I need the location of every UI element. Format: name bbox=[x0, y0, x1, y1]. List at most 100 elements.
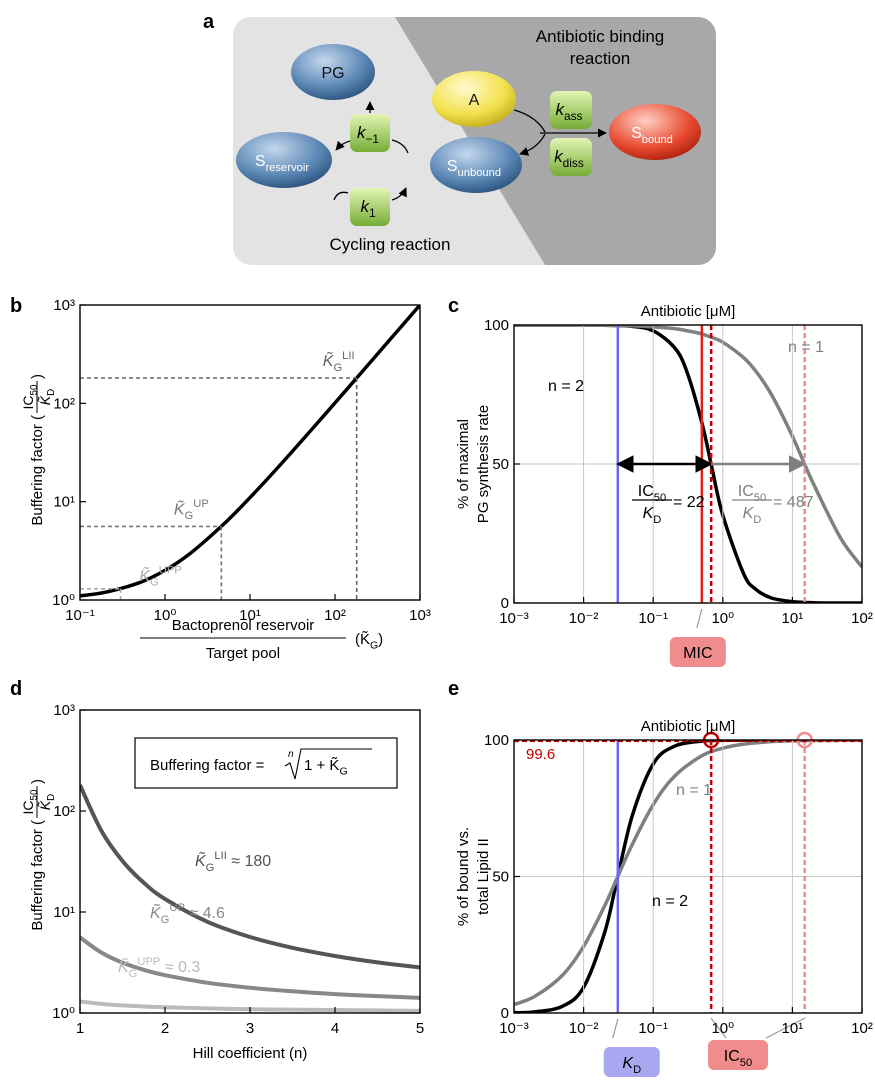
x-tick-label-part: 10⁻³ bbox=[499, 1020, 529, 1037]
y-axis-label-line: % of bound vs. bbox=[455, 827, 472, 926]
y-axis-label-den-part: D bbox=[46, 794, 57, 801]
node bbox=[430, 137, 522, 193]
x-tick-label: 10¹ bbox=[782, 610, 804, 627]
ratio-num: IC50 bbox=[738, 483, 766, 504]
x-tick-label-part: 1 bbox=[76, 1020, 84, 1037]
x-axis-label-part: Hill coefficient (n) bbox=[193, 1045, 308, 1062]
ratio-den-part: D bbox=[753, 514, 761, 526]
x-tick-label: 4 bbox=[331, 1020, 339, 1037]
y-axis-label-text-part: Buffering factor ( bbox=[29, 820, 46, 931]
y-tick-label: 100 bbox=[484, 317, 509, 334]
x-tick-label-part: 3 bbox=[246, 1020, 254, 1037]
ratio-value: = 22 bbox=[673, 494, 705, 511]
x-tick-label: 10⁻³ bbox=[499, 610, 529, 627]
formula-radicand-part: G bbox=[339, 766, 347, 778]
series-label-part: UP bbox=[169, 902, 185, 914]
formula-text: Buffering factor = bbox=[150, 757, 265, 774]
chart bbox=[80, 305, 420, 638]
y-tick-label: 50 bbox=[492, 456, 509, 473]
x-tick-label-part: 10¹ bbox=[782, 1020, 804, 1037]
node-label-part: A bbox=[469, 92, 480, 109]
panel-label: b bbox=[10, 295, 22, 317]
series-label-part: LII bbox=[214, 850, 226, 862]
x-tick-label: 1 bbox=[76, 1020, 84, 1037]
x-tick-label-part: 10⁻³ bbox=[499, 610, 529, 627]
y-axis-label-line-part: total Lipid II bbox=[475, 838, 492, 915]
reference-label-part: 99.6 bbox=[526, 746, 555, 763]
annotation-label-part: UP bbox=[193, 498, 209, 510]
x-tick-label: 10⁻² bbox=[569, 1020, 599, 1037]
series-label-part: n = 1 bbox=[676, 782, 712, 799]
y-axis-label-num-part: IC bbox=[20, 800, 36, 814]
y-tick-label-part: 10⁰ bbox=[52, 1005, 75, 1022]
x-tick-label-part: 10⁻¹ bbox=[65, 607, 95, 624]
series-label: n = 2 bbox=[652, 893, 688, 910]
series-label-part: G bbox=[206, 862, 215, 874]
region-title: Cycling reaction bbox=[330, 235, 451, 254]
node bbox=[609, 104, 701, 160]
line-series bbox=[80, 785, 420, 967]
panel-label: c bbox=[448, 295, 459, 317]
annotation-label-part: G bbox=[150, 577, 159, 589]
series-label-part: n = 2 bbox=[548, 378, 584, 395]
connector bbox=[697, 609, 702, 628]
node-label-part: PG bbox=[321, 65, 344, 82]
series-label-part: ≈ 180 bbox=[227, 853, 271, 870]
series-label-part: G bbox=[129, 968, 138, 980]
y-tick-label-part: 0 bbox=[501, 1005, 509, 1022]
y-tick-label-part: 10³ bbox=[53, 297, 75, 314]
x-tick-label-part: 10² bbox=[851, 610, 873, 627]
x-axis-label-symbol-part: G bbox=[370, 640, 378, 652]
x-tick-label-part: 10⁻² bbox=[569, 1020, 599, 1037]
x-tick-label: 5 bbox=[416, 1020, 424, 1037]
y-tick-label-part: 10² bbox=[53, 803, 75, 820]
series-label: n = 1 bbox=[676, 782, 712, 799]
y-axis-label-text-part: ) bbox=[29, 779, 46, 784]
rate-label-part: diss bbox=[563, 156, 584, 170]
y-tick-label: 10¹ bbox=[53, 494, 75, 511]
x-tick-label-part: 10⁰ bbox=[711, 1020, 734, 1037]
y-tick-label-part: 100 bbox=[484, 732, 509, 749]
panel-label-part: a bbox=[203, 11, 215, 33]
x-axis-label-symbol-part: ) bbox=[378, 631, 383, 648]
ratio-value-part: = 487 bbox=[773, 494, 814, 511]
x-tick-label: 10⁻² bbox=[569, 610, 599, 627]
x-axis-label-symbol: (K̃G) bbox=[355, 631, 383, 652]
rate-label-part: 1 bbox=[369, 206, 376, 220]
y-tick-label: 10⁰ bbox=[52, 1005, 75, 1022]
chart-title: Antibiotic [μM] bbox=[641, 718, 736, 735]
series-label: n = 2 bbox=[548, 378, 584, 395]
x-tick-label-part: 2 bbox=[161, 1020, 169, 1037]
x-axis-label-num-part: Bactoprenol reservoir bbox=[172, 617, 315, 634]
x-axis-label-symbol-part: (K̃ bbox=[355, 631, 370, 648]
y-tick-label: 10² bbox=[53, 395, 75, 412]
callout-label-part: 50 bbox=[740, 1057, 752, 1069]
series-label: n = 1 bbox=[788, 339, 824, 356]
x-tick-label-part: 10⁻¹ bbox=[638, 1020, 668, 1037]
y-tick-label-part: 100 bbox=[484, 317, 509, 334]
y-tick-label-part: 10¹ bbox=[53, 494, 75, 511]
formula-text-part: Buffering factor = bbox=[150, 757, 265, 774]
y-tick-label-part: 0 bbox=[501, 595, 509, 612]
ratio-value: = 487 bbox=[773, 494, 814, 511]
x-tick-label: 10² bbox=[851, 610, 873, 627]
callout-label: MIC bbox=[683, 645, 712, 662]
series-label: K̃GLII ≈ 180 bbox=[195, 850, 271, 874]
y-tick-label: 0 bbox=[501, 595, 509, 612]
series-label-part: ≈ 4.6 bbox=[185, 905, 225, 922]
plot-area bbox=[80, 305, 420, 596]
y-tick-label: 10² bbox=[53, 803, 75, 820]
y-tick-label: 10³ bbox=[53, 297, 75, 314]
y-axis-label-num-part: 50 bbox=[29, 384, 40, 395]
series-label-part: UPP bbox=[137, 956, 160, 968]
chart-title-part: Antibiotic [μM] bbox=[641, 718, 736, 735]
annotation-label: K̃GUP bbox=[174, 498, 209, 522]
ratio-num-part: 50 bbox=[754, 492, 766, 504]
x-axis-label-num: Bactoprenol reservoir bbox=[172, 617, 315, 634]
ratio-num-part: 50 bbox=[654, 492, 666, 504]
y-axis-label-text: Buffering factor ( bbox=[29, 820, 46, 931]
y-tick-label: 50 bbox=[492, 869, 509, 886]
figure: aAntibiotic bindingreactionCycling react… bbox=[0, 0, 875, 1077]
x-tick-label-part: 10² bbox=[851, 1020, 873, 1037]
chart-title-part: Antibiotic [μM] bbox=[641, 303, 736, 320]
